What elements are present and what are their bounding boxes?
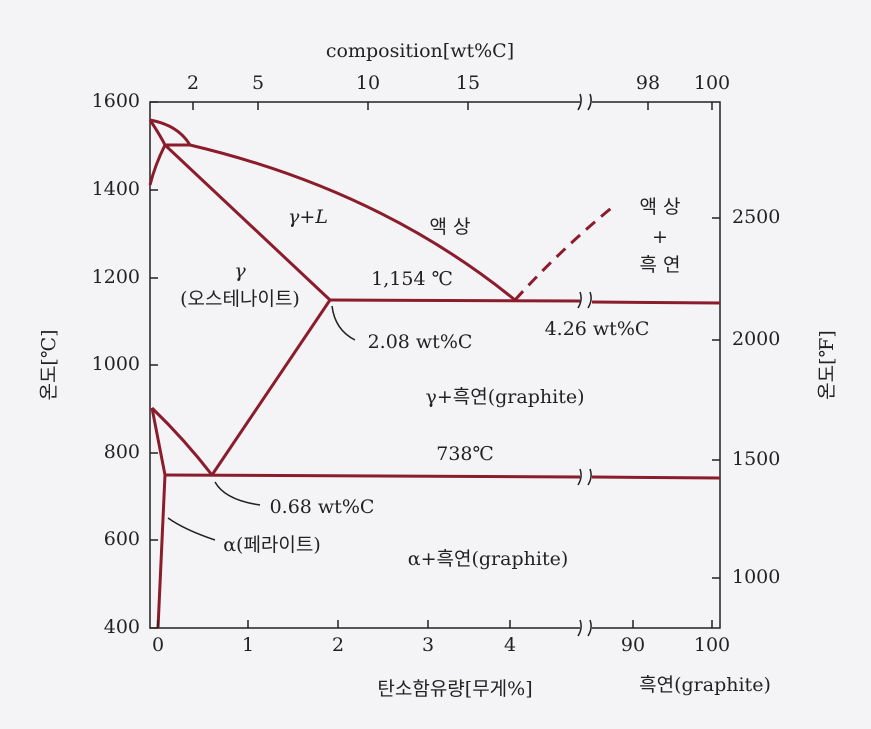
left-tick-label: 600 [104, 528, 140, 550]
bottom-axis-title: 탄소함유량[무게%] [377, 678, 532, 700]
break-marks [577, 92, 592, 638]
left-tick-label: 1600 [92, 90, 140, 112]
labels: composition[wt%C] 온도[℃] 온도[℉] 탄소함유량[무게%]… [38, 40, 838, 700]
left-axis-title: 온도[℃] [38, 329, 60, 400]
annotation: 0.68 wt%C [270, 496, 375, 518]
top-tick-label: 15 [456, 72, 480, 94]
annotation: 2.08 wt%C [368, 331, 473, 353]
bottom-tick-label: 1 [242, 634, 254, 656]
region-label: γ [234, 260, 246, 282]
top-tick-label: 98 [636, 72, 660, 94]
bottom-tick-label: 3 [422, 634, 434, 656]
right-tick-label: 2000 [732, 328, 780, 350]
region-label: 액 상 [430, 216, 471, 238]
left-tick-label: 1200 [92, 266, 140, 288]
graphite-label: 흑연(graphite) [639, 674, 771, 696]
top-tick-label: 10 [356, 72, 380, 94]
left-tick-label: 1400 [92, 178, 140, 200]
right-tick-label: 1500 [732, 448, 780, 470]
region-label: (오스테나이트) [180, 288, 300, 310]
top-tick-label: 100 [694, 72, 730, 94]
top-tick-label: 5 [252, 72, 264, 94]
region-label: α+흑연(graphite) [408, 548, 568, 570]
left-tick-label: 400 [104, 616, 140, 638]
left-tick-label: 1000 [92, 353, 140, 375]
region-label: 흑 연 [640, 254, 681, 276]
region-label: + [652, 226, 668, 248]
annotation: 738℃ [436, 443, 494, 465]
bottom-tick-label: 2 [332, 634, 344, 656]
right-axis-title: 온도[℉] [816, 330, 838, 400]
top-axis-title: composition[wt%C] [326, 40, 514, 62]
bottom-tick-label: 100 [694, 634, 730, 656]
top-tick-label: 2 [187, 72, 199, 94]
left-tick-label: 800 [104, 441, 140, 463]
bottom-tick-label: 4 [504, 634, 516, 656]
bottom-tick-label: 90 [621, 634, 645, 656]
annotation: 1,154 ℃ [371, 268, 453, 290]
region-label: γ+흑연(graphite) [426, 386, 585, 408]
region-label: 액 상 [640, 196, 681, 218]
arrows [167, 305, 356, 541]
phase-lines [148, 118, 721, 629]
right-tick-label: 2500 [732, 206, 780, 228]
annotation: α(페라이트) [223, 534, 321, 556]
annotation: 4.26 wt%C [545, 318, 650, 340]
bottom-tick-label: 0 [152, 634, 164, 656]
right-tick-label: 1000 [732, 566, 780, 588]
region-label: γ+L [288, 206, 328, 228]
